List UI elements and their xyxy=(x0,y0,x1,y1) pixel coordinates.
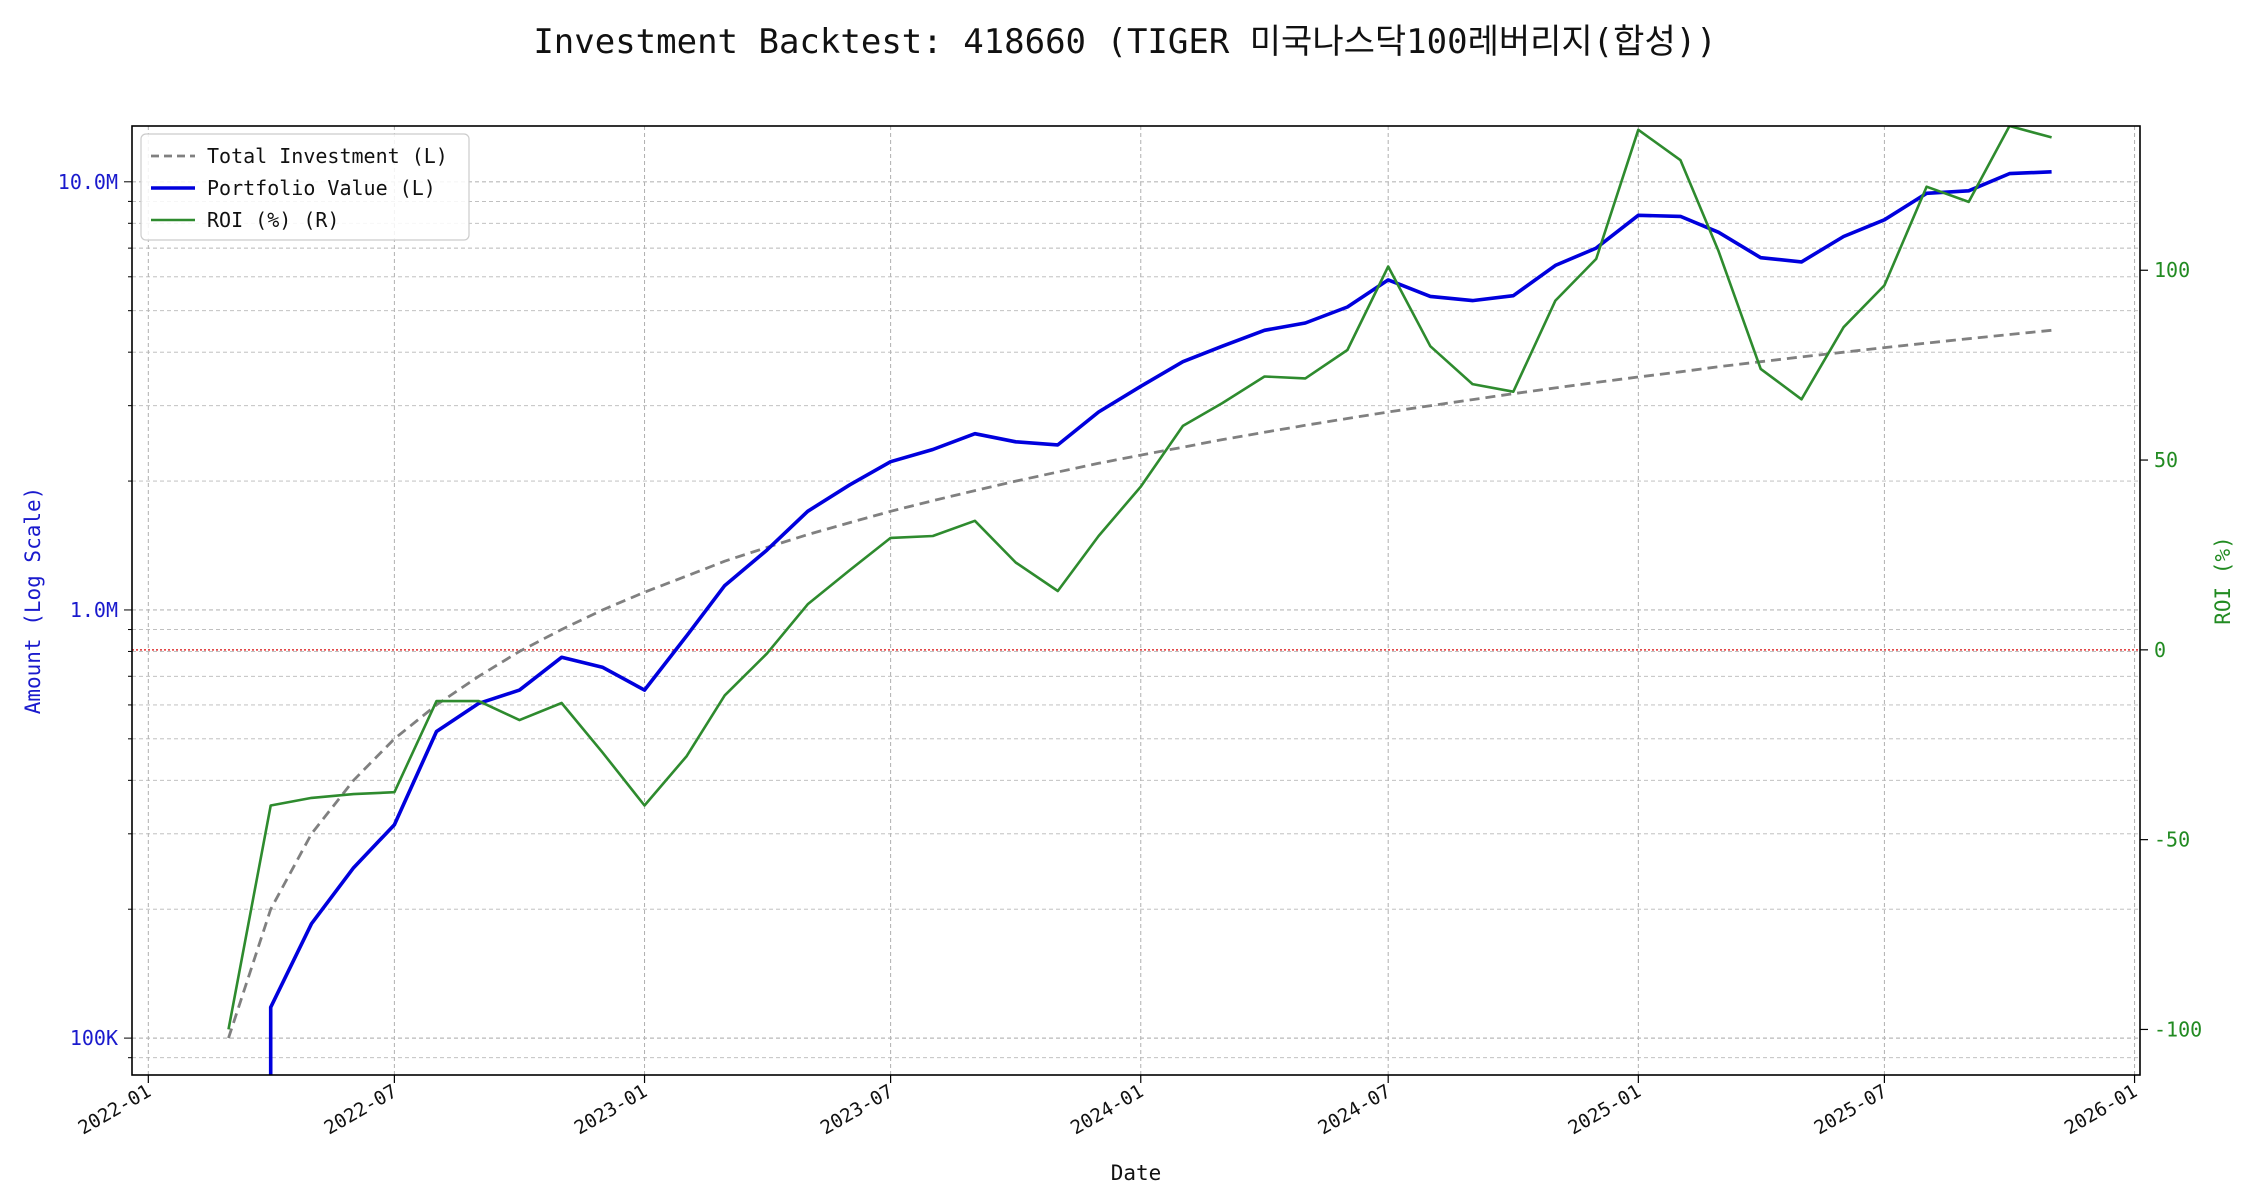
legend-box xyxy=(140,133,470,241)
left-tick-label: 1.0M xyxy=(70,598,118,622)
total-investment-line xyxy=(227,328,2052,1039)
plot-frame xyxy=(131,125,2141,1076)
x-tick-label: 2026-01 xyxy=(2061,1080,2141,1139)
x-tick-label: 2023-07 xyxy=(817,1080,897,1139)
x-tick-label: 2022-07 xyxy=(321,1080,401,1139)
roi-line xyxy=(227,126,2052,1030)
x-tick-label: 2024-07 xyxy=(1314,1080,1394,1139)
left-axis-label: Amount (Log Scale) xyxy=(21,487,45,715)
x-tick-label: 2025-07 xyxy=(1811,1080,1891,1139)
legend-label: Total Investment (L) xyxy=(207,144,448,168)
x-axis-label: Date xyxy=(1111,1161,1162,1185)
right-tick-label: 0 xyxy=(2154,638,2166,662)
right-tick-label: 100 xyxy=(2154,258,2190,282)
x-tick-label: 2022-01 xyxy=(74,1080,154,1139)
x-tick-label: 2024-01 xyxy=(1067,1080,1147,1139)
left-tick-label: 100K xyxy=(70,1026,118,1050)
right-tick-label: 50 xyxy=(2154,448,2178,472)
legend-label: ROI (%) (R) xyxy=(207,208,339,232)
x-tick-label: 2025-01 xyxy=(1564,1080,1644,1139)
right-tick-label: -100 xyxy=(2154,1017,2202,1041)
left-tick-label: 10.0M xyxy=(58,170,118,194)
legend-label: Portfolio Value (L) xyxy=(207,176,436,200)
chart-title: Investment Backtest: 418660 (TIGER 미국나스닥… xyxy=(533,22,1717,62)
x-tick-label: 2023-01 xyxy=(571,1080,651,1139)
right-tick-label: -50 xyxy=(2154,828,2190,852)
right-axis-label: ROI (%) xyxy=(2211,536,2235,625)
portfolio-value-line xyxy=(268,170,2052,1075)
